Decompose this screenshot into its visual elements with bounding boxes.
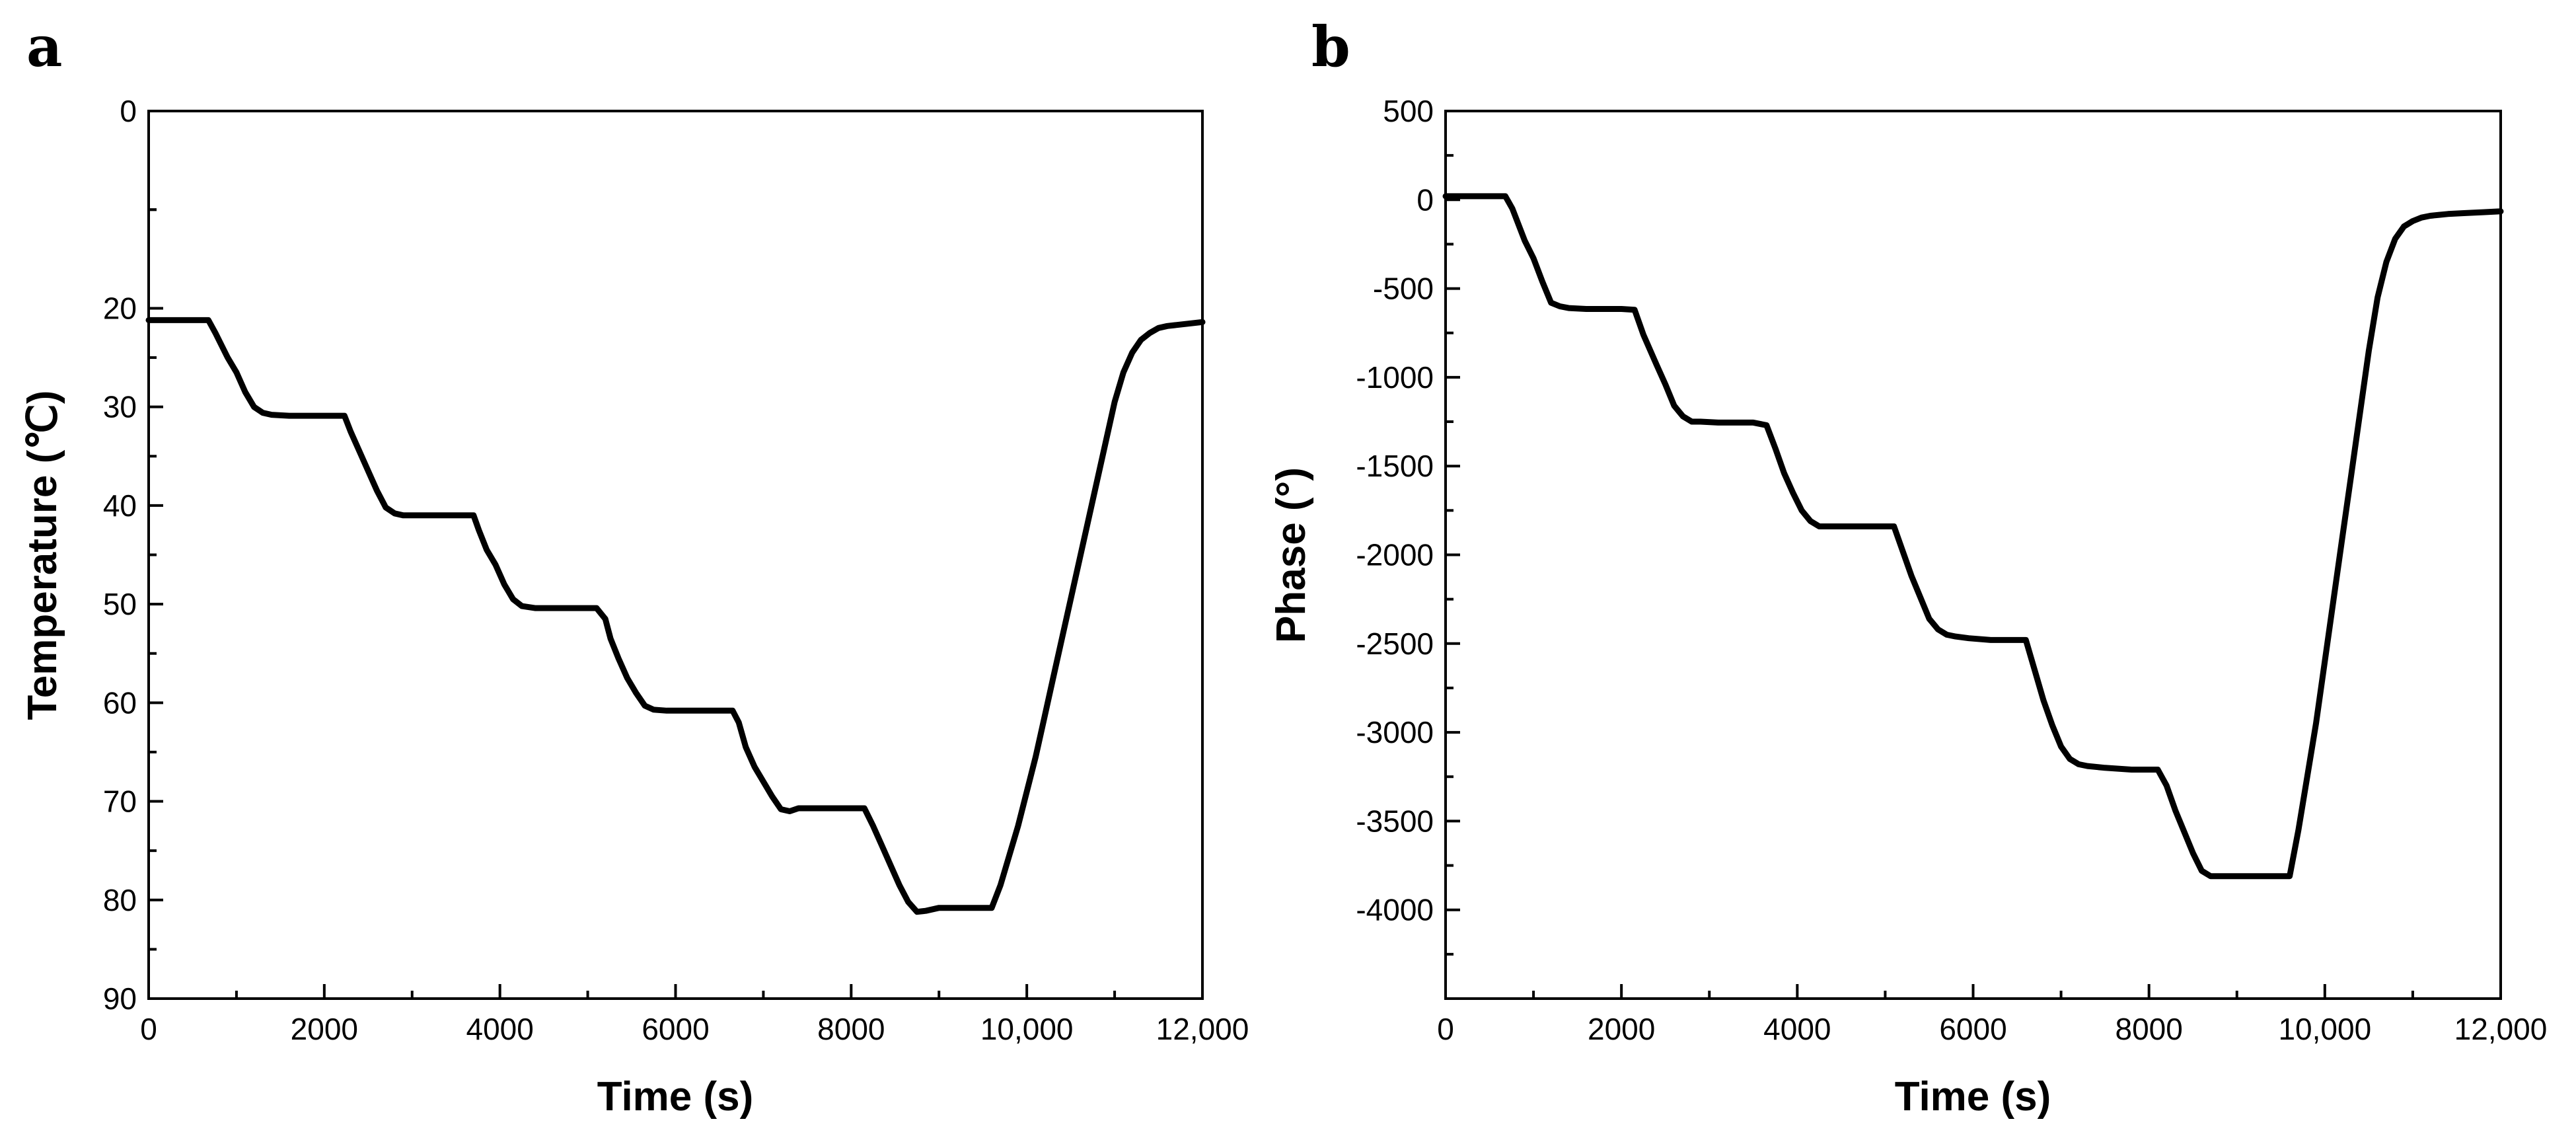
x-tick-label: 2000: [1588, 1012, 1655, 1046]
y-tick-label: 90: [103, 981, 137, 1016]
x-tick-label: 6000: [1939, 1012, 2006, 1046]
y-tick-label: 60: [103, 685, 137, 720]
y-tick-label: 80: [103, 883, 137, 917]
panel-a-plot-frame: [147, 110, 1204, 1000]
y-tick-label: 30: [103, 390, 137, 424]
y-tick-label: 70: [103, 784, 137, 819]
panel-b-y-axis-title: Phase (°): [1269, 467, 1314, 643]
panel-a-y-axis: 0 20 30 40 50 60 70 80 90: [103, 94, 163, 1016]
y-tick-label: -4000: [1356, 893, 1434, 927]
panel-a-x-axis-title: Time (s): [597, 1074, 754, 1120]
panel-a-temperature-line: [145, 317, 1206, 915]
x-tick-label: 10,000: [980, 1012, 1074, 1046]
y-tick-label: -3000: [1356, 715, 1434, 749]
panel-b-x-axis-title: Time (s): [1895, 1074, 2051, 1120]
panel-a-letter: a: [26, 14, 62, 79]
y-tick-label: 500: [1383, 94, 1434, 128]
y-tick-label: -1500: [1356, 449, 1434, 483]
panel-b-y-axis: 500 0 -500 -1000 -1500 -2000 -2500 -3000 -3500 -4…: [1356, 94, 1460, 956]
x-tick-label: 12,000: [2454, 1012, 2548, 1046]
panel-a-x-axis: 0 2000 4000 6000 8000 10,000 12,000: [140, 984, 1249, 1046]
panel-b-letter: b: [1311, 14, 1350, 79]
y-tick-label: -3500: [1356, 804, 1434, 838]
x-tick-label: 0: [1437, 1012, 1454, 1046]
panel-a: a 0 20 30 40 50 60 70 80 90 0 2000 4000 6000 8000 10,…: [20, 14, 1249, 1120]
y-tick-label: -500: [1373, 272, 1434, 306]
panel-a-y-axis-title: Temperature (℃): [20, 390, 65, 720]
x-tick-label: 12,000: [1156, 1012, 1249, 1046]
x-tick-label: 10,000: [2278, 1012, 2371, 1046]
x-tick-label: 6000: [642, 1012, 709, 1046]
y-tick-label: -2000: [1356, 538, 1434, 572]
y-tick-label: 20: [103, 291, 137, 325]
panel-b-x-axis: 0 2000 4000 6000 8000 10,000 12,000: [1437, 984, 2547, 1046]
x-tick-label: 8000: [817, 1012, 885, 1046]
y-tick-label: 50: [103, 587, 137, 621]
y-tick-label: -2500: [1356, 627, 1434, 661]
y-tick-label: 40: [103, 488, 137, 523]
x-tick-label: 8000: [2115, 1012, 2182, 1046]
panel-b-phase-line: [1442, 193, 2504, 880]
y-tick-label: 0: [1417, 182, 1434, 217]
x-tick-label: 4000: [1763, 1012, 1831, 1046]
y-tick-label: -1000: [1356, 360, 1434, 395]
x-tick-label: 4000: [466, 1012, 533, 1046]
x-tick-label: 0: [140, 1012, 157, 1046]
panel-b: b 500 0 -500 -1000 -1500 -2000 -2500 -3000 -3500…: [1269, 14, 2547, 1120]
y-tick-label: 0: [120, 94, 137, 128]
x-tick-label: 2000: [291, 1012, 358, 1046]
